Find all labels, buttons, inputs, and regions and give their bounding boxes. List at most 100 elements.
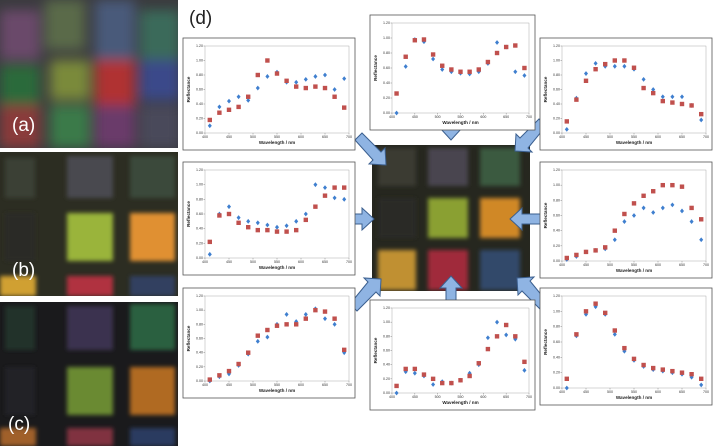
point bbox=[394, 91, 399, 96]
point bbox=[495, 319, 500, 325]
point bbox=[322, 193, 328, 198]
point bbox=[670, 100, 675, 105]
photo-b bbox=[0, 152, 178, 296]
point bbox=[564, 126, 569, 132]
y-tick-label: 1.20 bbox=[553, 44, 560, 48]
x-tick-label: 450 bbox=[412, 115, 418, 119]
point bbox=[323, 316, 327, 322]
y-tick-label: 0.40 bbox=[553, 102, 560, 106]
y-tick-label: 1.20 bbox=[196, 168, 203, 172]
point bbox=[612, 63, 617, 69]
photo-c bbox=[0, 302, 178, 446]
x-tick-label: 500 bbox=[435, 395, 441, 399]
point bbox=[236, 361, 241, 367]
point bbox=[564, 385, 569, 391]
point bbox=[303, 85, 308, 91]
x-axis-label: Wavelength / nm bbox=[442, 120, 478, 125]
y-axis-label: Reflectance bbox=[373, 337, 378, 363]
point bbox=[323, 185, 327, 190]
point bbox=[342, 105, 347, 110]
x-tick-label: 550 bbox=[274, 260, 280, 264]
x-tick-label: 600 bbox=[298, 260, 304, 264]
point bbox=[323, 72, 327, 78]
point bbox=[207, 251, 212, 257]
point bbox=[403, 54, 408, 59]
y-tick-label: 0.80 bbox=[196, 197, 203, 201]
y-tick-label: 0.00 bbox=[553, 131, 560, 135]
y-tick-label: 1.00 bbox=[383, 320, 390, 324]
point bbox=[670, 182, 675, 188]
x-tick-label: 550 bbox=[631, 263, 637, 267]
point bbox=[313, 182, 318, 188]
point bbox=[332, 185, 337, 190]
x-axis-label: Wavelength / nm bbox=[259, 265, 295, 270]
point bbox=[412, 370, 417, 376]
point bbox=[641, 85, 646, 91]
point bbox=[236, 220, 241, 225]
x-tick-label: 700 bbox=[526, 395, 532, 399]
point bbox=[226, 211, 232, 217]
point bbox=[294, 227, 299, 233]
point bbox=[513, 69, 518, 75]
y-tick-label: 0.20 bbox=[553, 244, 560, 248]
point bbox=[522, 359, 527, 365]
y-tick-label: 1.20 bbox=[383, 21, 390, 25]
x-axis-label: Wavelength / nm bbox=[259, 388, 295, 393]
point bbox=[593, 301, 598, 306]
x-tick-label: 500 bbox=[435, 115, 441, 119]
y-tick-label: 0.40 bbox=[196, 102, 203, 106]
x-tick-label: 550 bbox=[274, 383, 280, 387]
point bbox=[467, 373, 472, 379]
y-tick-label: 0.80 bbox=[553, 325, 560, 329]
y-axis-label: Reflectance bbox=[373, 55, 378, 81]
y-tick-label: 0.40 bbox=[383, 81, 390, 85]
y-tick-label: 0.20 bbox=[196, 365, 203, 369]
point bbox=[622, 345, 627, 351]
y-tick-label: 0.00 bbox=[196, 379, 203, 383]
y-tick-label: 0.60 bbox=[383, 66, 390, 70]
point bbox=[641, 362, 646, 368]
point bbox=[207, 239, 212, 245]
point bbox=[394, 383, 399, 389]
x-tick-label: 450 bbox=[412, 395, 418, 399]
y-tick-label: 1.20 bbox=[383, 306, 390, 310]
point bbox=[651, 365, 656, 371]
y-axis-label: Reflectance bbox=[543, 329, 548, 355]
point bbox=[303, 312, 308, 317]
point bbox=[303, 76, 308, 82]
y-tick-label: 1.00 bbox=[553, 58, 560, 62]
point bbox=[284, 229, 289, 234]
x-tick-label: 550 bbox=[458, 115, 464, 119]
point bbox=[476, 67, 481, 72]
point bbox=[651, 210, 656, 215]
y-tick-label: 1.00 bbox=[553, 183, 560, 187]
x-tick-label: 650 bbox=[503, 115, 509, 119]
point bbox=[207, 377, 212, 382]
point bbox=[440, 67, 445, 72]
x-tick-label: 650 bbox=[679, 135, 685, 139]
x-axis-label: Wavelength / nm bbox=[616, 268, 652, 273]
point bbox=[593, 248, 598, 253]
point bbox=[612, 328, 617, 333]
y-tick-label: 0.00 bbox=[553, 386, 560, 390]
x-tick-label: 650 bbox=[322, 383, 328, 387]
point bbox=[313, 204, 318, 209]
y-tick-label: 0.40 bbox=[553, 355, 560, 359]
point bbox=[294, 79, 299, 85]
x-tick-label: 700 bbox=[703, 263, 709, 267]
point bbox=[494, 334, 500, 339]
y-tick-label: 0.80 bbox=[553, 198, 560, 202]
point bbox=[574, 252, 579, 258]
point bbox=[265, 327, 270, 333]
y-tick-label: 1.00 bbox=[553, 309, 560, 313]
x-tick-label: 550 bbox=[458, 395, 464, 399]
chart-frame bbox=[182, 37, 356, 151]
point bbox=[394, 390, 399, 396]
point bbox=[603, 61, 608, 67]
point bbox=[689, 372, 694, 377]
point bbox=[246, 94, 251, 99]
point bbox=[631, 201, 637, 206]
point bbox=[255, 85, 260, 91]
y-tick-label: 1.00 bbox=[196, 308, 203, 312]
x-tick-label: 700 bbox=[703, 390, 709, 394]
